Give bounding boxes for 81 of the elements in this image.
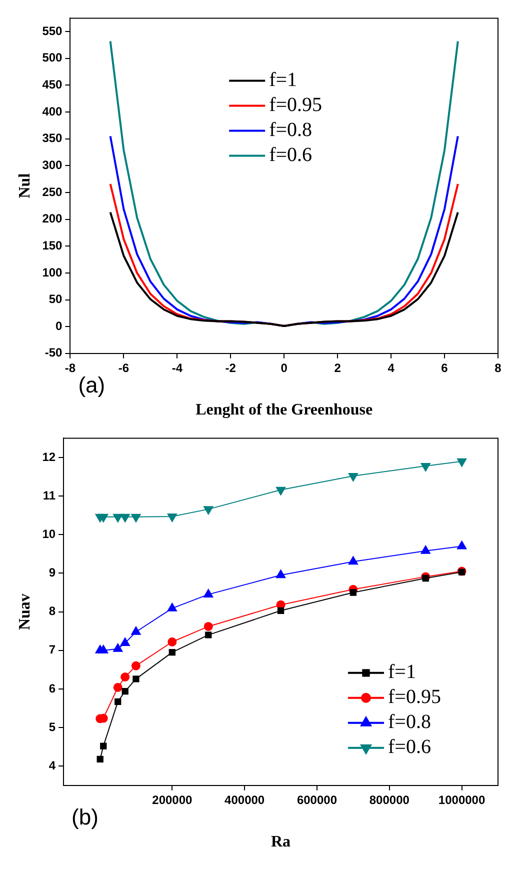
y-tick-label: 10 (42, 526, 56, 541)
x-tick-label: -6 (118, 360, 130, 375)
point (98, 514, 108, 522)
point (120, 672, 130, 682)
x-tick-label: 4 (388, 360, 395, 375)
point (113, 514, 123, 522)
legend-label: f=0.8 (388, 711, 431, 734)
y-tick-label: 9 (48, 566, 56, 580)
point (277, 607, 284, 614)
y-tick-label: 250 (42, 184, 63, 199)
point (168, 648, 176, 656)
y-tick-label: -50 (44, 346, 63, 360)
point (422, 574, 429, 582)
point (131, 661, 140, 670)
legend-label: f=0.6 (269, 144, 312, 166)
point (168, 637, 177, 646)
point (204, 622, 213, 631)
legend-label: f=0.95 (388, 686, 441, 708)
point (131, 626, 141, 635)
y-tick-label: 50 (48, 292, 63, 306)
point (167, 602, 177, 612)
point (456, 458, 467, 467)
legend-label: f=0.8 (269, 118, 312, 141)
legend-label: f=1 (388, 661, 416, 684)
y-tick-label: 400 (42, 104, 63, 118)
y-axis-title: Nul (16, 172, 34, 198)
y-tick-label: 150 (42, 238, 63, 252)
point (120, 514, 130, 522)
point (96, 756, 104, 762)
x-tick-label: 6 (441, 360, 448, 375)
y-tick-label: 350 (42, 131, 63, 146)
y-tick-label: 200 (42, 212, 63, 226)
point (204, 506, 214, 515)
point (120, 638, 130, 646)
x-tick-label: 400000 (224, 792, 265, 807)
point (205, 632, 212, 638)
x-tick-label: 200000 (152, 792, 193, 807)
point (276, 486, 286, 496)
point (276, 570, 286, 578)
legend-label: f=1 (269, 68, 298, 91)
y-tick-label: 12 (42, 450, 56, 464)
y-tick-label: 100 (42, 265, 63, 280)
legend-label: f=0.6 (388, 736, 431, 758)
y-tick-label: 7 (48, 642, 56, 657)
x-tick-label: 8 (494, 360, 502, 375)
x-axis-title: Ra (270, 834, 291, 851)
y-axis-title: Nuav (16, 594, 34, 630)
point (167, 514, 177, 522)
point (114, 698, 122, 706)
y-tick-label: 6 (48, 681, 56, 696)
x-axis-title: Lenght of the Greenhouse (196, 402, 373, 419)
legend-label: f=0.95 (269, 94, 322, 116)
x-tick-label: 2 (334, 360, 342, 375)
y-tick-label: 0 (56, 318, 63, 333)
y-tick-label: 8 (48, 604, 56, 618)
point (113, 682, 122, 692)
point (131, 514, 141, 522)
x-tick-label: -4 (172, 360, 183, 375)
y-tick-label: 550 (42, 24, 63, 38)
x-tick-label: -8 (64, 360, 76, 375)
y-tick-label: 11 (42, 488, 56, 502)
text: (a) (78, 372, 106, 398)
point (113, 643, 123, 652)
x-tick-label: 0 (280, 360, 288, 375)
y-tick-label: 450 (42, 78, 63, 92)
x-tick-label: 600000 (296, 792, 338, 807)
x-tick-label: -2 (225, 360, 236, 375)
point (100, 742, 107, 750)
y-tick-label: 500 (42, 50, 63, 65)
point (348, 473, 358, 482)
y-tick-label: 5 (48, 720, 56, 734)
y-tick-label: 300 (42, 158, 63, 172)
x-tick-label: 1000000 (438, 792, 486, 807)
point (132, 676, 140, 682)
x-tick-label: 800000 (369, 792, 410, 807)
y-tick-label: 4 (48, 758, 56, 772)
text: (b) (72, 804, 98, 830)
point (122, 688, 128, 695)
point (350, 589, 357, 596)
point (420, 462, 430, 472)
point (98, 644, 108, 654)
